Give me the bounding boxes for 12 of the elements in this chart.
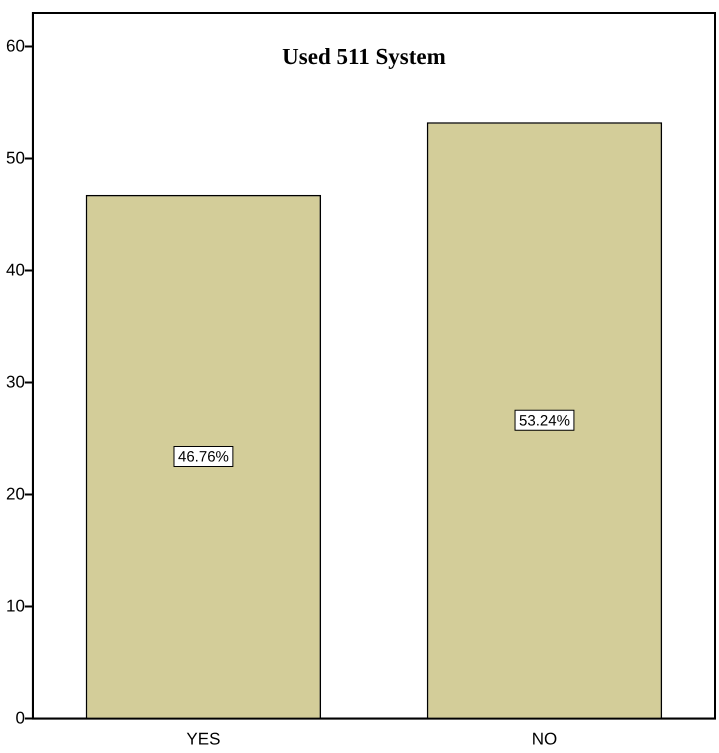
y-tick-label: 0 (15, 708, 25, 728)
y-tick-label: 20 (6, 484, 25, 504)
x-tick-label: YES (186, 729, 220, 748)
data-label: 53.24% (519, 412, 570, 430)
y-tick-label: 40 (6, 260, 25, 280)
y-tick-label: 50 (6, 148, 25, 168)
y-tick-label: 30 (6, 372, 25, 392)
y-tick-label: 10 (6, 596, 25, 616)
text: Used 511 System (282, 44, 446, 69)
x-tick-label: NO (532, 729, 558, 748)
data-label: 46.76% (178, 448, 229, 466)
y-tick-label: 60 (6, 36, 25, 56)
